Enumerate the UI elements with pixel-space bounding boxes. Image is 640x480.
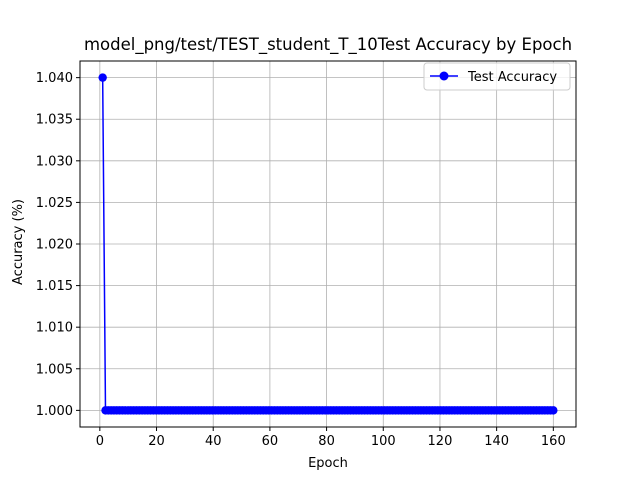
chart-title: model_png/test/TEST_student_T_10Test Acc… [84, 35, 572, 55]
x-tick-label: 60 [262, 434, 279, 449]
series-layer [98, 73, 558, 415]
x-tick-label: 80 [318, 434, 335, 449]
x-tick-label: 100 [371, 434, 396, 449]
legend: Test Accuracy [423, 62, 571, 91]
data-points [98, 73, 558, 415]
x-tick-label: 120 [428, 434, 453, 449]
y-tick-label: 1.010 [36, 321, 73, 336]
y-tick-label: 1.030 [36, 154, 73, 169]
y-tick-label: 1.000 [36, 404, 73, 419]
y-tick-label: 1.005 [36, 362, 73, 377]
x-tick-label: 0 [96, 434, 104, 449]
legend-label: Test Accuracy [467, 70, 557, 85]
data-point [549, 406, 558, 415]
y-tick-label: 1.035 [36, 113, 73, 128]
y-tick-label: 1.025 [36, 196, 73, 211]
y-axis-label: Accuracy (%) [11, 199, 26, 285]
x-ticks: 0 20 40 60 80 100 120 140 160 [96, 427, 566, 449]
x-tick-label: 20 [148, 434, 165, 449]
x-tick-label: 140 [484, 434, 509, 449]
data-point [98, 73, 107, 82]
legend-marker-icon [439, 71, 449, 81]
grid [80, 61, 576, 427]
legend-box [423, 62, 571, 91]
y-tick-label: 1.015 [36, 279, 73, 294]
x-tick-label: 160 [541, 434, 566, 449]
y-ticks: 1.000 1.005 1.010 1.015 1.020 1.025 1.030 1.035… [36, 71, 80, 419]
y-tick-label: 1.040 [36, 71, 73, 86]
x-tick-label: 40 [205, 434, 222, 449]
x-axis-label: Epoch [308, 456, 348, 471]
y-tick-label: 1.020 [36, 238, 73, 253]
